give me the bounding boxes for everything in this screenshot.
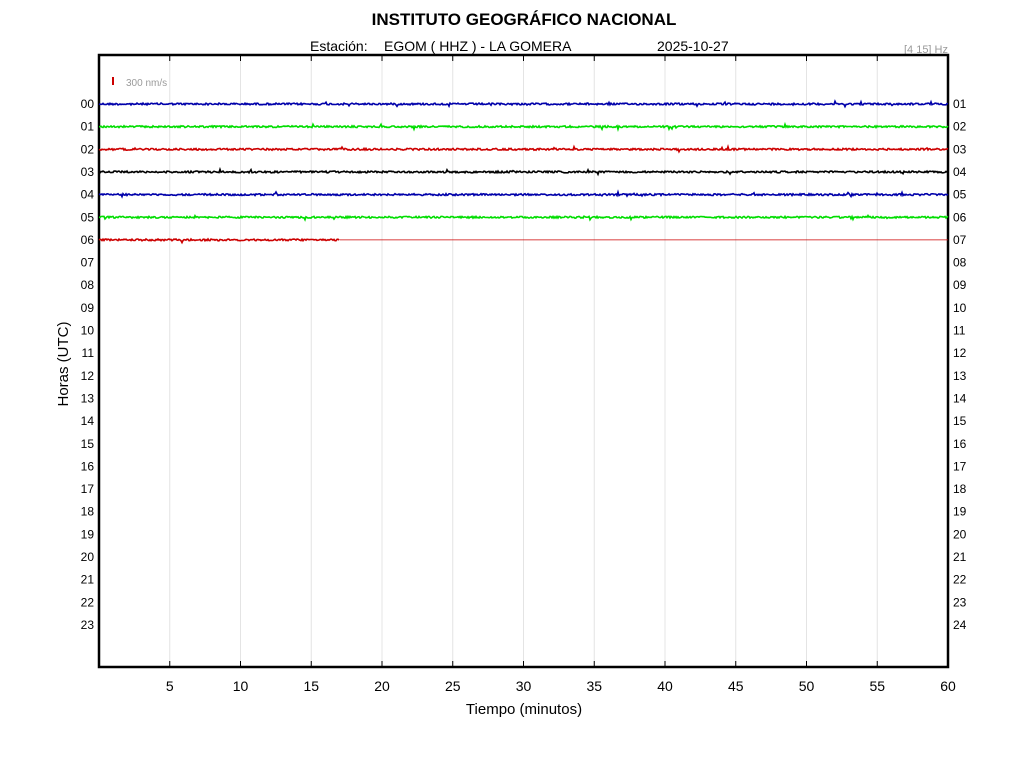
right-hour-label: 23 <box>953 595 967 609</box>
left-hour-label: 01 <box>81 120 95 134</box>
right-hour-label: 24 <box>953 618 967 632</box>
x-tick-label: 20 <box>374 678 390 694</box>
trace-hour-02 <box>98 143 949 154</box>
left-hour-label: 00 <box>81 97 95 111</box>
y-axis-label: Horas (UTC) <box>55 321 72 406</box>
x-tick-label: 40 <box>657 678 673 694</box>
right-hour-label: 03 <box>953 142 967 156</box>
left-hour-label: 06 <box>81 233 95 247</box>
right-hour-label: 16 <box>953 437 967 451</box>
right-hour-label: 08 <box>953 256 967 270</box>
chart-date: 2025-10-27 <box>657 38 729 54</box>
left-hour-label: 14 <box>81 414 95 428</box>
x-tick-label: 50 <box>799 678 815 694</box>
left-hour-labels: 00 01 02 03 04 05 06 07 08 09 10 11 12 13 14 15 16 17 18 19… <box>81 97 95 632</box>
right-hour-label: 12 <box>953 346 967 360</box>
right-hour-label: 11 <box>953 324 966 338</box>
left-hour-label: 22 <box>81 595 95 609</box>
scale-bar <box>112 77 114 85</box>
left-hour-label: 09 <box>81 301 95 315</box>
left-hour-label: 17 <box>81 482 95 496</box>
x-tick-label: 35 <box>586 678 602 694</box>
left-hour-label: 03 <box>81 165 95 179</box>
station-name: EGOM ( HHZ ) - LA GOMERA <box>384 38 572 54</box>
left-hour-label: 20 <box>81 550 95 564</box>
left-hour-label: 21 <box>81 573 95 587</box>
station-label: Estación: <box>310 38 368 54</box>
x-tick-label: 15 <box>303 678 319 694</box>
right-hour-label: 21 <box>953 550 967 564</box>
seismic-traces <box>98 99 949 245</box>
left-hour-label: 15 <box>81 437 95 451</box>
trace-hour-06 <box>98 237 340 245</box>
trace-hour-01 <box>99 121 949 132</box>
right-hour-labels: 01 02 03 04 05 06 07 08 09 10 11 12 13 14 15 16 17 18 19 20… <box>953 97 967 632</box>
left-hour-label: 23 <box>81 618 95 632</box>
trace-hour-05 <box>99 213 949 222</box>
right-hour-label: 22 <box>953 573 967 587</box>
left-hour-label: 04 <box>81 188 95 202</box>
right-hour-label: 07 <box>953 233 967 247</box>
right-hour-label: 15 <box>953 414 967 428</box>
left-hour-label: 12 <box>81 369 95 383</box>
x-tick-label: 10 <box>233 678 249 694</box>
left-hour-label: 10 <box>81 324 95 338</box>
gridlines <box>169 55 878 667</box>
chart-title: INSTITUTO GEOGRÁFICO NACIONAL <box>372 10 677 29</box>
left-hour-label: 19 <box>81 527 95 541</box>
trace-hour-04 <box>98 189 949 199</box>
right-hour-label: 13 <box>953 369 967 383</box>
right-hour-label: 02 <box>953 120 967 134</box>
x-tick-label: 5 <box>166 678 174 694</box>
x-tick-label: 60 <box>940 678 956 694</box>
right-hour-label: 04 <box>953 165 967 179</box>
x-tick-label: 45 <box>728 678 744 694</box>
left-hour-label: 11 <box>82 346 95 360</box>
right-hour-label: 20 <box>953 527 967 541</box>
trace-hour-00 <box>98 99 949 109</box>
x-axis-label: Tiempo (minutos) <box>466 701 582 718</box>
x-tick-label: 30 <box>516 678 532 694</box>
left-hour-label: 07 <box>81 256 95 270</box>
left-hour-label: 18 <box>81 505 95 519</box>
x-axis-ticks: 5 10 15 20 25 30 35 40 45 50 55 60 <box>166 55 956 694</box>
right-hour-label: 18 <box>953 482 967 496</box>
right-hour-label: 01 <box>953 97 967 111</box>
right-hour-label: 06 <box>953 210 967 224</box>
right-hour-label: 19 <box>953 505 967 519</box>
x-tick-label: 55 <box>869 678 885 694</box>
x-tick-label: 25 <box>445 678 461 694</box>
left-hour-label: 08 <box>81 278 95 292</box>
right-hour-label: 10 <box>953 301 967 315</box>
left-hour-label: 13 <box>81 391 95 405</box>
right-hour-label: 14 <box>953 391 967 405</box>
left-hour-label: 16 <box>81 459 95 473</box>
right-hour-label: 09 <box>953 278 967 292</box>
trace-hour-03 <box>98 166 949 177</box>
right-hour-label: 17 <box>953 459 967 473</box>
frequency-band: [4 15] Hz <box>904 44 948 56</box>
right-hour-label: 05 <box>953 188 967 202</box>
left-hour-label: 02 <box>81 142 95 156</box>
left-hour-label: 05 <box>81 210 95 224</box>
scale-label: 300 nm/s <box>126 78 167 89</box>
